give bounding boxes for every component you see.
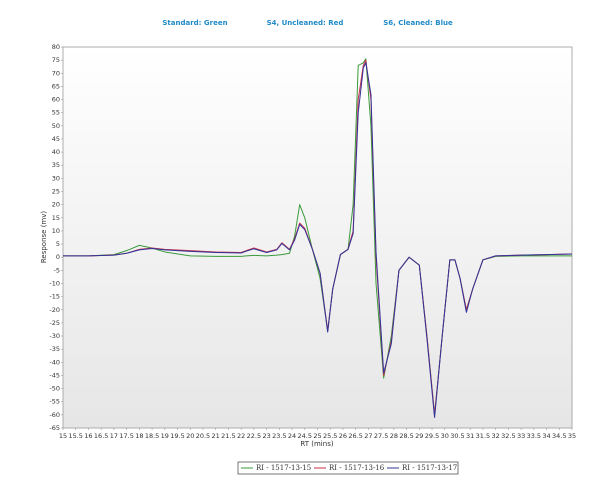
- x-tick-label: 23: [262, 432, 270, 440]
- y-tick-label: -35: [49, 345, 60, 353]
- legend: [237, 461, 459, 475]
- y-tick-label: -30: [49, 332, 60, 340]
- x-tick-label: 18: [135, 432, 143, 440]
- x-tick-label: 27: [364, 432, 372, 440]
- header-label: S6, Cleaned: Blue: [383, 19, 453, 27]
- x-tick-label: 31: [466, 432, 474, 440]
- legend-label: RI - 1517-13-16: [329, 464, 385, 472]
- x-tick-label: 26: [339, 432, 347, 440]
- x-tick-label: 24.5: [298, 432, 312, 440]
- y-tick-label: 75: [52, 56, 60, 64]
- y-tick-label: 20: [52, 201, 60, 209]
- series-line: [63, 62, 573, 418]
- x-tick-label: 29: [415, 432, 423, 440]
- x-tick-label: 15.5: [68, 432, 82, 440]
- y-tick-label: 60: [52, 96, 60, 104]
- x-tick-label: 29.5: [425, 432, 439, 440]
- x-tick-label: 30.5: [450, 432, 464, 440]
- y-tick-label: -65: [49, 424, 60, 432]
- x-tick-label: 26.5: [348, 432, 362, 440]
- y-tick-label: -60: [49, 411, 60, 419]
- x-tick-label: 34.5: [552, 432, 566, 440]
- y-tick-label: 15: [52, 214, 60, 222]
- x-tick-label: 27.5: [374, 432, 388, 440]
- y-axis-label: Response (mv): [40, 211, 48, 264]
- x-tick-label: 21: [212, 432, 220, 440]
- y-tick-label: 35: [52, 161, 60, 169]
- header-label: Standard: Green: [162, 19, 227, 27]
- y-tick-label: 55: [52, 109, 60, 117]
- x-tick-label: 33: [517, 432, 525, 440]
- x-tick-label: 15: [59, 432, 67, 440]
- x-tick-label: 25: [313, 432, 321, 440]
- y-tick-label: 45: [52, 135, 60, 143]
- x-tick-label: 17.5: [119, 432, 133, 440]
- y-tick-label: -10: [49, 279, 60, 287]
- x-tick-label: 24: [288, 432, 296, 440]
- x-tick-label: 30: [441, 432, 449, 440]
- y-tick-label: 40: [52, 148, 60, 156]
- x-tick-label: 16: [84, 432, 92, 440]
- x-tick-label: 31.5: [476, 432, 490, 440]
- x-tick-label: 16.5: [94, 432, 108, 440]
- y-tick-label: 5: [56, 240, 60, 248]
- x-tick-label: 20: [186, 432, 194, 440]
- plot-area: [62, 46, 573, 429]
- y-tick-label: 25: [52, 188, 60, 196]
- x-tick-label: 23.5: [272, 432, 286, 440]
- y-tick-label: 65: [52, 82, 60, 90]
- x-tick-label: 28.5: [399, 432, 413, 440]
- x-tick-label: 33.5: [527, 432, 541, 440]
- x-tick-label: 19.5: [170, 432, 184, 440]
- y-tick-label: 80: [52, 43, 60, 51]
- y-tick-label: -25: [49, 319, 60, 327]
- x-tick-label: 35: [568, 432, 576, 440]
- x-tick-label: 32: [492, 432, 500, 440]
- legend-label: RI - 1517-13-15: [256, 464, 311, 472]
- y-tick-label: 0: [56, 253, 60, 261]
- legend-label: RI - 1517-13-17: [402, 464, 457, 472]
- y-tick-label: 10: [52, 227, 60, 235]
- x-tick-label: 22.5: [247, 432, 261, 440]
- x-tick-label: 21.5: [221, 432, 235, 440]
- y-tick-label: -40: [49, 358, 60, 366]
- x-tick-label: 34: [542, 432, 550, 440]
- header-label: S4, Uncleaned: Red: [267, 19, 344, 27]
- x-tick-label: 32.5: [501, 432, 515, 440]
- x-tick-label: 28: [390, 432, 398, 440]
- y-tick-label: -20: [49, 306, 60, 314]
- y-tick-label: -55: [49, 398, 60, 406]
- x-tick-label: 18.5: [145, 432, 159, 440]
- y-tick-label: -50: [49, 385, 60, 393]
- x-tick-label: 19: [161, 432, 169, 440]
- x-tick-label: 25.5: [323, 432, 337, 440]
- x-tick-label: 22: [237, 432, 245, 440]
- x-tick-label: 17: [110, 432, 118, 440]
- y-tick-label: -45: [49, 371, 60, 379]
- y-tick-label: -5: [54, 266, 60, 274]
- x-tick-label: 20.5: [196, 432, 210, 440]
- y-tick-label: 30: [52, 174, 60, 182]
- y-tick-label: 70: [52, 69, 60, 77]
- x-axis-label: RT (mins): [300, 440, 333, 448]
- y-tick-label: 50: [52, 122, 60, 130]
- y-tick-label: -15: [49, 293, 60, 301]
